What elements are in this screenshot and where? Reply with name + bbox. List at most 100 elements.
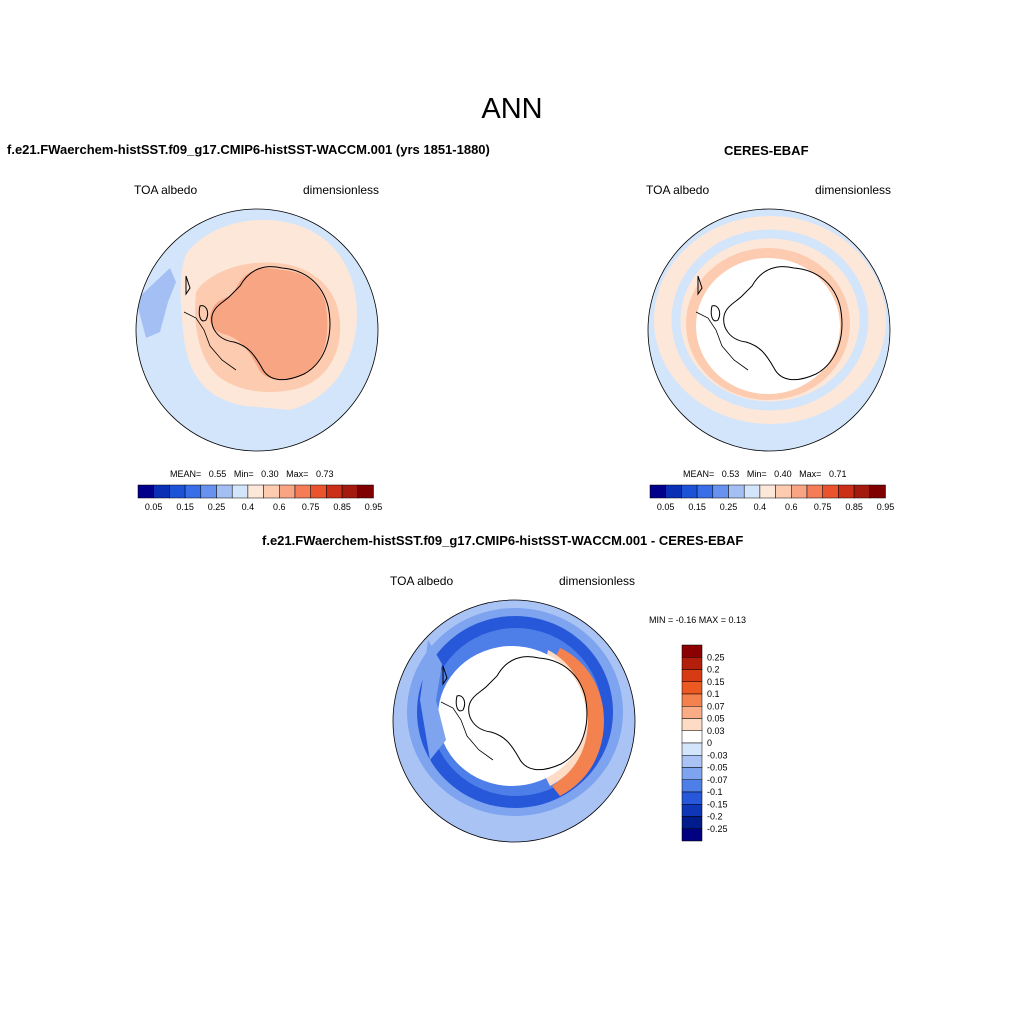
panel1-colorbar-tick-label: 0.6 — [273, 502, 286, 512]
panel2-colorbar-swatch — [759, 484, 776, 499]
panel1-mean-value: 0.55 — [208, 469, 227, 479]
panel2-colorbar-tick-label: 0.05 — [657, 502, 675, 512]
panel1-colorbar-tick-label: 0.4 — [242, 502, 255, 512]
panel2-colorbar-swatch — [806, 484, 823, 499]
panel3-colorbar-swatch — [681, 657, 703, 670]
panel3-colorbar-tick-label: 0.15 — [707, 677, 725, 687]
panel2-min-label: Min= — [746, 469, 767, 479]
panel2-colorbar-swatch — [649, 484, 666, 499]
panel2-colorbar-swatch — [681, 484, 698, 499]
panel2-stats: MEAN= 0.53 Min= 0.40 Max= 0.71 — [683, 469, 846, 479]
panel3-colorbar-swatch — [681, 828, 703, 842]
panel2-map-border — [647, 208, 891, 452]
panel2-peninsula-coast — [695, 311, 749, 371]
panel2-colorbar-swatch — [743, 484, 761, 499]
panel3-colorbar-swatch — [681, 730, 703, 744]
panel1-stats: MEAN= 0.55 Min= 0.30 Max= 0.73 — [170, 469, 333, 479]
panel3-masked-continent — [438, 646, 586, 786]
panel2-colorbar-swatch — [665, 484, 682, 499]
panel1-max-label: Max= — [286, 469, 309, 479]
panel2-colorbar-tick-label: 0.4 — [754, 502, 767, 512]
panel3-colorbar-swatch — [681, 742, 703, 756]
panel2-colorbar-tick-label: 0.95 — [877, 502, 895, 512]
panel1-colorbar-swatch — [216, 484, 233, 499]
panel1-colorbar-swatch — [200, 484, 217, 499]
panel1-colorbar-swatch — [263, 484, 280, 499]
panel2-colorbar-swatch — [712, 484, 729, 499]
panel2-colorbar-swatch — [822, 484, 839, 499]
panel1-colorbar: 0.05 0.15 0.25 0.4 0.6 0.75 0.85 0.95 — [137, 484, 383, 512]
panel2-colorbar-tick-label: 0.15 — [688, 502, 706, 512]
panel3-colorbar-swatch — [681, 755, 703, 768]
panel1-colorbar-swatch — [357, 484, 374, 499]
panel2-inner-gap — [671, 229, 869, 411]
panel2-colorbar-tick-label: 0.75 — [814, 502, 832, 512]
panel2-colorbar-swatch — [775, 484, 792, 499]
panel2-colorbar-swatch — [728, 484, 745, 499]
main-title: ANN — [481, 93, 543, 125]
panel1-colorbar-swatch — [231, 484, 249, 499]
panel2-colorbar-tick-label: 0.6 — [785, 502, 798, 512]
panel3-peninsula-coast — [440, 701, 494, 761]
panel1-low-albedo-patch — [136, 268, 176, 338]
panel1-colorbar-swatch — [184, 484, 202, 499]
panel1-colorbar-tick-label: 0.95 — [365, 502, 383, 512]
panel1-colorbar-tick-label: 0.25 — [208, 502, 226, 512]
panel3-colorbar-tick-label: 0.05 — [707, 714, 725, 724]
panel3-colorbar-tick-label: -0.03 — [707, 750, 728, 760]
panel1-colorbar-swatch — [153, 484, 170, 499]
panel3-colorbar-tick-label: -0.15 — [707, 799, 728, 809]
panel3-map-border — [392, 599, 636, 843]
panel3-colorbar-tick-label: -0.2 — [707, 812, 723, 822]
panel1-colorbar-swatch — [294, 484, 311, 499]
panel3-units: dimensionless — [559, 574, 636, 588]
panel2-colorbar-swatch — [838, 484, 855, 499]
panel2-title: CERES-EBAF — [724, 143, 809, 158]
panel3-colorbar-swatch — [681, 693, 703, 707]
panel1-title: f.e21.FWaerchem-histSST.f09_g17.CMIP6-hi… — [7, 142, 490, 157]
panel1-colorbar-tick-label: 0.05 — [145, 502, 163, 512]
panel1-colorbar-swatch — [137, 484, 154, 499]
panel2-colorbar-swatch — [853, 484, 871, 499]
panel2-colorbar-swatch — [869, 484, 886, 499]
panel2-map — [648, 209, 890, 451]
panel3-stats: MIN = -0.16 MAX = 0.13 — [649, 615, 747, 625]
panel1-colorbar-swatch — [247, 484, 264, 499]
panel3-colorbar-swatch — [681, 669, 703, 682]
panel2-masked-continent — [696, 258, 840, 394]
panel2-units: dimensionless — [815, 183, 892, 197]
panel3-title: f.e21.FWaerchem-histSST.f09_g17.CMIP6-hi… — [262, 533, 744, 548]
panel3-colorbar-swatch — [681, 816, 703, 829]
panel1-colorbar-tick-label: 0.85 — [333, 502, 351, 512]
panel3-colorbar-swatch — [681, 791, 703, 805]
panel1-antarctica-plateau — [209, 268, 328, 380]
panel2-min-value: 0.40 — [774, 469, 792, 479]
panel3-colorbar-swatch — [681, 779, 703, 793]
panel3-colorbar-swatch — [681, 718, 703, 731]
panel1-units: dimensionless — [303, 183, 380, 197]
panel1-mean-label: MEAN= — [170, 469, 202, 479]
panel3-map — [393, 600, 635, 842]
panel1-colorbar-swatch — [326, 484, 343, 499]
panel2-colorbar-tick-label: 0.85 — [845, 502, 863, 512]
panel1-peninsula-coast — [183, 311, 237, 371]
panel3-colorbar-swatch — [681, 706, 703, 719]
panel1-colorbar-swatch — [341, 484, 359, 499]
panel1-map-border — [135, 208, 379, 452]
panel3-colorbar-swatch — [681, 644, 703, 658]
panel3-colorbar: 0.25 0.2 0.15 0.1 0.07 0.05 0.03 0 -0.03 -0.05 -0.… — [681, 644, 728, 842]
panel3-colorbar-tick-label: 0.2 — [707, 665, 720, 675]
panel2-mean-label: MEAN= — [683, 469, 715, 479]
panel3-colorbar-tick-label: 0.07 — [707, 701, 725, 711]
panel3-colorbar-swatch — [681, 767, 703, 780]
panel2-coastline — [697, 266, 843, 381]
panel2-max-label: Max= — [799, 469, 822, 479]
panel3-colorbar-tick-label: 0.1 — [707, 689, 720, 699]
panel2-colorbar-tick-label: 0.25 — [720, 502, 738, 512]
panel3-colorbar-tick-label: 0.25 — [707, 652, 725, 662]
panel2-variable: TOA albedo — [646, 183, 710, 197]
panel2-colorbar-swatch — [791, 484, 808, 499]
panel3-colorbar-tick-label: 0 — [707, 738, 712, 748]
panel2-mean-value: 0.53 — [721, 469, 740, 479]
panel3-colorbar-tick-label: -0.25 — [707, 824, 728, 834]
